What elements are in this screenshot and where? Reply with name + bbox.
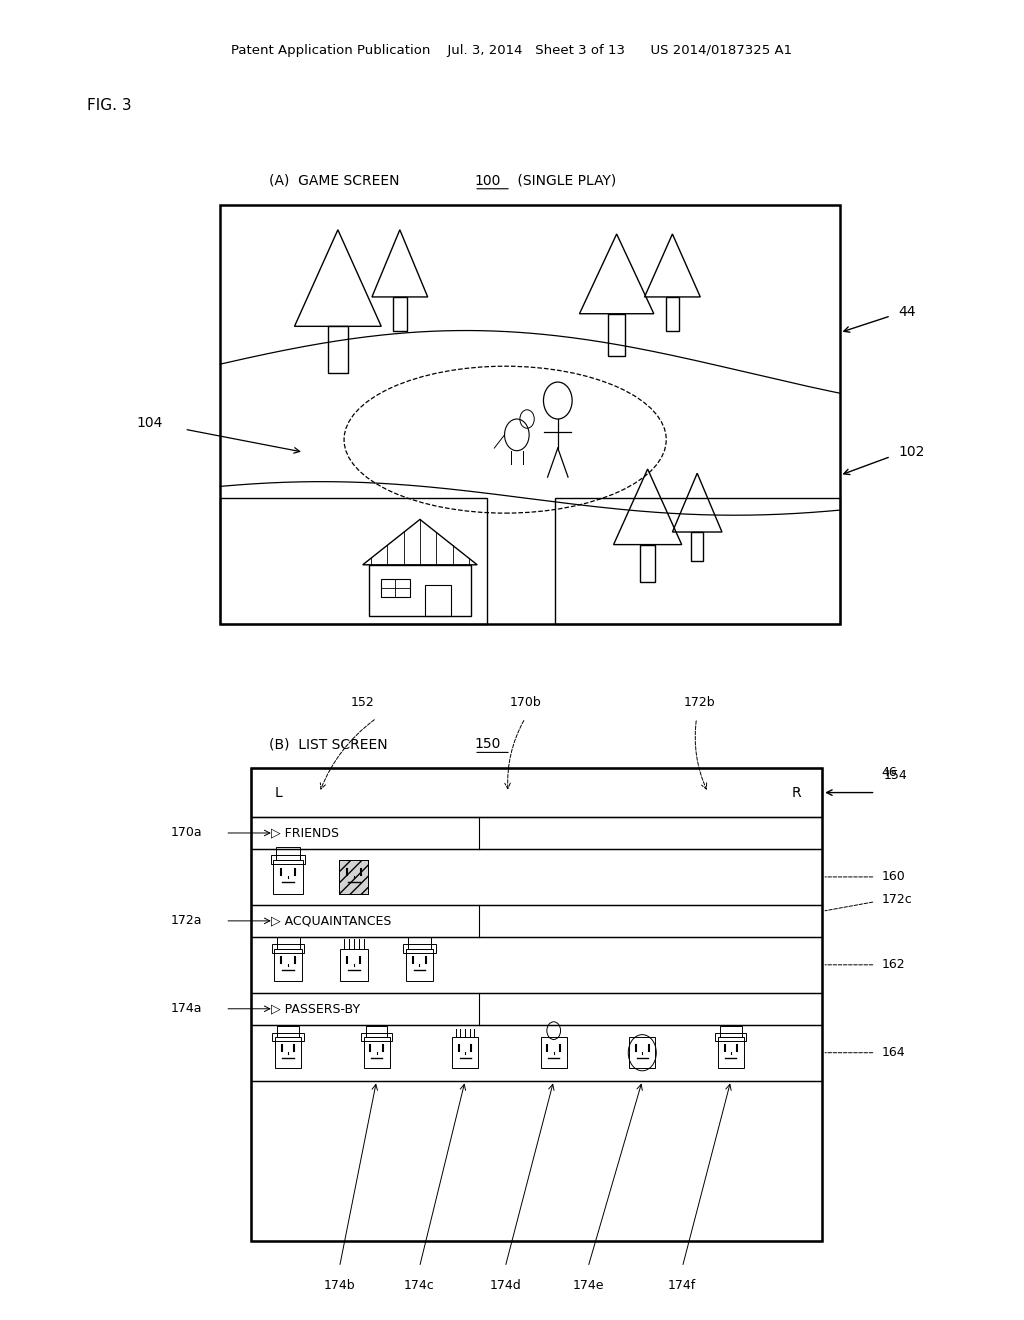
Text: 174e: 174e	[572, 1279, 604, 1292]
Bar	[328, 326, 348, 372]
Bar	[220, 499, 486, 624]
Bar	[408, 937, 431, 949]
Bar	[366, 1026, 387, 1038]
Bar	[608, 314, 625, 355]
Bar	[716, 1032, 746, 1041]
Bar	[541, 1038, 567, 1068]
Bar	[361, 1032, 392, 1041]
Text: 46: 46	[882, 766, 897, 779]
Text: 174a: 174a	[171, 1002, 203, 1015]
Bar	[340, 949, 368, 981]
Text: 174d: 174d	[489, 1279, 521, 1292]
Bar	[251, 993, 822, 1024]
Bar	[274, 1038, 301, 1068]
Bar	[271, 944, 304, 953]
Bar	[364, 1038, 390, 1068]
Text: 174b: 174b	[324, 1279, 355, 1292]
Bar	[339, 859, 369, 894]
Text: 102: 102	[898, 445, 925, 459]
Bar	[640, 545, 655, 582]
Text: 172a: 172a	[171, 915, 203, 928]
Text: 150: 150	[474, 738, 501, 751]
Bar	[452, 1038, 478, 1068]
Bar	[251, 1081, 822, 1241]
Bar	[273, 859, 302, 894]
Bar	[251, 768, 822, 817]
Text: 170a: 170a	[171, 826, 203, 840]
Text: ▷ PASSERS-BY: ▷ PASSERS-BY	[271, 1002, 360, 1015]
Bar	[393, 297, 407, 330]
Bar	[425, 585, 451, 616]
Bar	[691, 532, 703, 561]
Bar	[274, 949, 302, 981]
Text: 162: 162	[882, 958, 905, 972]
Text: 152: 152	[350, 696, 374, 709]
Bar	[251, 768, 822, 1241]
Text: (B)  LIST SCREEN: (B) LIST SCREEN	[269, 738, 392, 751]
Bar	[251, 1024, 822, 1081]
Bar	[275, 847, 300, 859]
Text: FIG. 3: FIG. 3	[87, 98, 132, 114]
Text: 154: 154	[884, 770, 907, 781]
Text: R: R	[792, 785, 801, 800]
Bar	[272, 1032, 303, 1041]
Bar	[270, 854, 305, 865]
Bar	[278, 1026, 299, 1038]
Bar	[339, 859, 369, 894]
Bar	[381, 579, 410, 597]
Bar	[276, 937, 300, 949]
Bar	[718, 1038, 743, 1068]
Bar	[369, 565, 471, 616]
Bar	[220, 205, 840, 624]
Text: 44: 44	[898, 305, 915, 318]
Text: 172c: 172c	[882, 894, 912, 907]
Text: (SINGLE PLAY): (SINGLE PLAY)	[513, 174, 616, 187]
Text: 160: 160	[882, 870, 905, 883]
Text: 174f: 174f	[668, 1279, 696, 1292]
Bar	[251, 937, 822, 993]
Text: 104: 104	[136, 416, 163, 430]
Bar	[251, 817, 822, 849]
Text: 172b: 172b	[684, 696, 715, 709]
Bar	[339, 859, 369, 894]
Text: L: L	[274, 785, 283, 800]
Text: 164: 164	[882, 1047, 905, 1059]
Text: 100: 100	[474, 174, 501, 187]
Text: Patent Application Publication    Jul. 3, 2014   Sheet 3 of 13      US 2014/0187: Patent Application Publication Jul. 3, 2…	[231, 44, 793, 57]
Text: ▷ FRIENDS: ▷ FRIENDS	[271, 826, 339, 840]
Text: 170b: 170b	[509, 696, 541, 709]
Bar	[666, 297, 679, 330]
Text: (A)  GAME SCREEN: (A) GAME SCREEN	[269, 174, 404, 187]
Text: ▷ ACQUAINTANCES: ▷ ACQUAINTANCES	[271, 915, 391, 928]
Bar	[629, 1038, 655, 1068]
Bar	[406, 949, 433, 981]
Bar	[251, 849, 822, 904]
Bar	[720, 1026, 741, 1038]
Bar	[403, 944, 436, 953]
Text: 174c: 174c	[404, 1279, 435, 1292]
Bar	[555, 499, 840, 624]
Bar	[251, 904, 822, 937]
